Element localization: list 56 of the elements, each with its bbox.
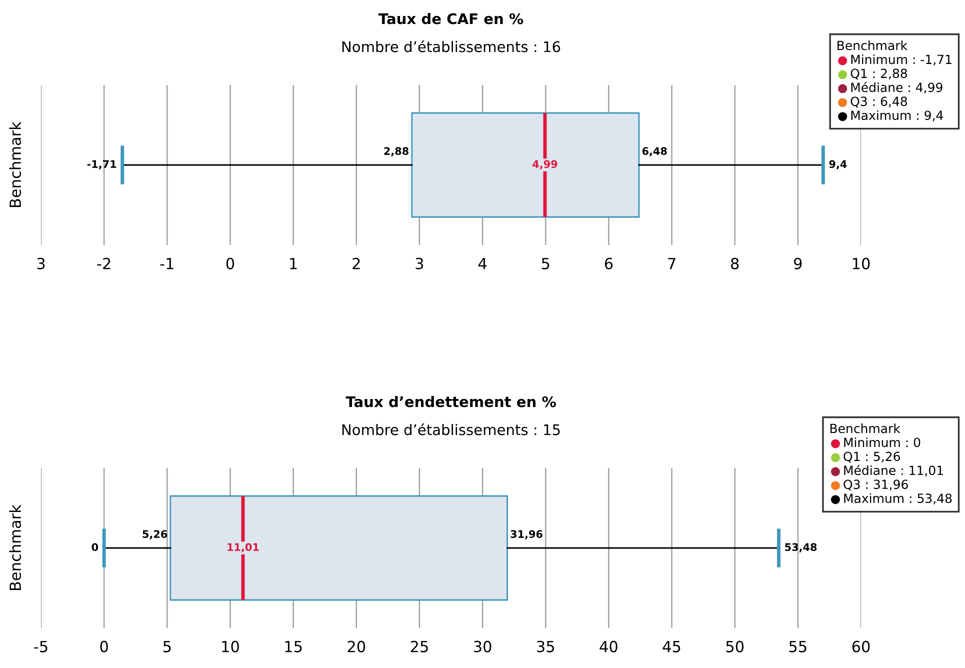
annotation: 31,96 bbox=[510, 530, 542, 540]
x-tick-label: 10 bbox=[222, 640, 239, 652]
x-tick-label: 45 bbox=[662, 640, 680, 652]
x-tick-label: 8 bbox=[731, 258, 739, 270]
x-tick-label: -5 bbox=[34, 640, 48, 652]
legend-label: Minimum : -1,71 bbox=[851, 54, 952, 66]
annotation: -1,71 bbox=[87, 160, 116, 170]
x-tick-label: 25 bbox=[410, 640, 428, 652]
annotation: 6,48 bbox=[642, 147, 667, 156]
x-tick-label: 1 bbox=[290, 258, 297, 270]
x-tick-label: 6 bbox=[604, 258, 613, 270]
y-axis-title: Benchmark bbox=[9, 504, 22, 590]
legend-label: Médiane : 11,01 bbox=[844, 464, 943, 476]
legend-title: Benchmark bbox=[830, 424, 900, 434]
x-tick-label: 35 bbox=[537, 640, 554, 652]
x-tick-label: 3 bbox=[416, 258, 424, 270]
x-tick-label: 15 bbox=[285, 640, 302, 652]
x-tick-label: 60 bbox=[852, 640, 870, 652]
legend-label: Q3 : 31,96 bbox=[844, 480, 908, 490]
legend-title: Benchmark bbox=[838, 40, 908, 50]
x-tick-label: 30 bbox=[474, 640, 492, 652]
chart-title: Taux d’endettement en % bbox=[346, 396, 556, 408]
x-tick-label: 3 bbox=[37, 258, 45, 270]
x-tick-label: 7 bbox=[668, 258, 676, 270]
annotation: 5,26 bbox=[142, 530, 168, 540]
x-tick-label: 40 bbox=[600, 640, 618, 652]
x-tick-label: 5 bbox=[163, 640, 171, 652]
chart-subtitle: Nombre d’établissements : 15 bbox=[342, 423, 560, 436]
x-tick-label: 20 bbox=[348, 640, 366, 652]
chart-title: Taux de CAF en % bbox=[378, 12, 524, 24]
annotation: 0 bbox=[92, 543, 98, 552]
legend-label: Q1 : 2,88 bbox=[850, 68, 908, 80]
legend-label: Médiane : 4,99 bbox=[851, 82, 942, 94]
annotation: 9,4 bbox=[829, 160, 847, 170]
x-tick-label: 2 bbox=[352, 258, 360, 270]
legend-label: Minimum : 0 bbox=[844, 437, 920, 448]
x-tick-label: 9 bbox=[794, 258, 802, 270]
y-axis-title: Benchmark bbox=[9, 122, 22, 208]
x-tick-label: 5 bbox=[542, 258, 550, 270]
x-tick-label: 0 bbox=[100, 640, 108, 652]
x-tick-label: 50 bbox=[726, 640, 744, 652]
x-tick-label: -2 bbox=[97, 258, 110, 270]
annotation: 2,88 bbox=[384, 147, 408, 156]
x-tick-label: 55 bbox=[789, 640, 806, 652]
legend-label: Maximum : 9,4 bbox=[851, 110, 944, 122]
legend-label: Q1 : 5,26 bbox=[844, 452, 900, 463]
x-tick-label: -1 bbox=[160, 258, 174, 270]
x-tick-label: 0 bbox=[226, 258, 234, 270]
x-tick-label: 10 bbox=[852, 258, 870, 270]
chart-subtitle: Nombre d’établissements : 16 bbox=[342, 40, 560, 52]
legend-label: Maximum : 53,48 bbox=[844, 493, 952, 504]
annotation: 11,01 bbox=[228, 543, 259, 552]
annotation: 53,48 bbox=[785, 543, 817, 552]
x-tick-label: 4 bbox=[478, 258, 487, 270]
annotation: 4,99 bbox=[532, 160, 558, 170]
legend-label: Q3 : 6,48 bbox=[850, 96, 908, 108]
